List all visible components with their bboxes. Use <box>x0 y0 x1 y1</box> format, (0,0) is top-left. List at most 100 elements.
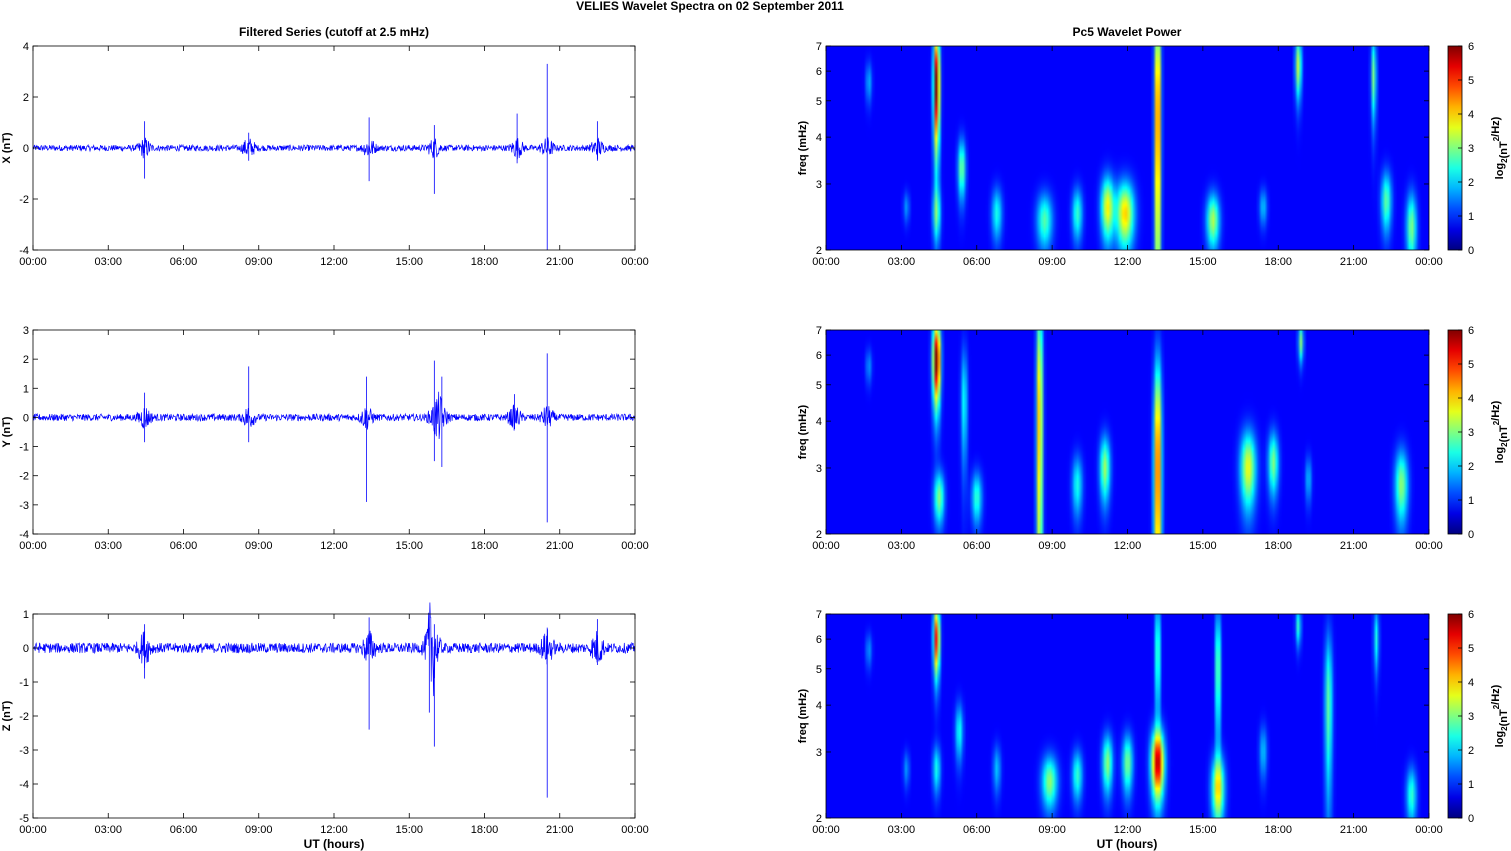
plot-area <box>33 330 635 534</box>
y-axis-label: freq (mHz) <box>797 688 809 743</box>
x-tick-label: 09:00 <box>1038 540 1066 552</box>
x-tick-label: 00:00 <box>812 256 840 268</box>
y-tick-label: -1 <box>19 677 29 689</box>
colorbar-label-part: 2 <box>1500 726 1509 731</box>
wavelet-power-heatmap <box>826 614 1429 818</box>
x-tick-label: 00:00 <box>19 256 47 268</box>
y-tick-label: 3 <box>23 325 29 337</box>
colorbar-tick-label: 1 <box>1468 211 1474 223</box>
colorbar-tick-label: 4 <box>1468 109 1474 121</box>
colorbar-label-part: log <box>1494 731 1506 748</box>
figure-title: VELIES Wavelet Spectra on 02 September 2… <box>576 0 844 13</box>
x-tick-label: 21:00 <box>546 540 574 552</box>
y-axis-label: freq (mHz) <box>797 120 809 175</box>
x-tick-label: 03:00 <box>888 256 916 268</box>
y-tick-label: 4 <box>816 416 822 428</box>
colorbar-tick-label: 6 <box>1468 41 1474 53</box>
x-tick-label: 09:00 <box>1038 256 1066 268</box>
x-tick-label: 15:00 <box>1189 256 1217 268</box>
y-tick-label: -4 <box>19 779 29 791</box>
y-tick-label: -1 <box>19 442 29 454</box>
x-tick-label: 12:00 <box>1114 256 1142 268</box>
colorbar-label: log2(nT2/Hz) <box>1490 116 1510 179</box>
x-tick-label: 15:00 <box>395 824 423 836</box>
x-tick-label: 06:00 <box>170 540 198 552</box>
colorbar-tick-label: 5 <box>1468 359 1474 371</box>
x-tick-label: 00:00 <box>621 540 649 552</box>
x-tick-label: 15:00 <box>1189 540 1217 552</box>
right-xlabel: UT (hours) <box>1097 837 1158 851</box>
x-tick-label: 00:00 <box>1415 540 1443 552</box>
x-tick-label: 00:00 <box>1415 256 1443 268</box>
colorbar-tick-label: 0 <box>1468 245 1474 257</box>
y-tick-label: -4 <box>19 529 29 541</box>
colorbar-label-part: log <box>1494 447 1506 464</box>
colorbar-tick-label: 1 <box>1468 495 1474 507</box>
y-tick-label: 1 <box>23 383 29 395</box>
x-tick-label: 00:00 <box>621 256 649 268</box>
spectrum-panel-3: 2 3 4 5 6 7 00:00 03:00 06:00 09:00 12:00 15:00 18:0… <box>797 609 1510 836</box>
left-xlabel: UT (hours) <box>304 837 365 851</box>
wavelet-power-heatmap <box>826 46 1429 250</box>
colorbar-label-part: 2 <box>1500 158 1509 163</box>
colorbar-tick-label: 4 <box>1468 393 1474 405</box>
series-line <box>32 391 636 440</box>
x-tick-label: 06:00 <box>170 256 198 268</box>
x-tick-label: 21:00 <box>1340 256 1368 268</box>
y-axis-label: X (nT) <box>1 132 13 163</box>
x-tick-label: 06:00 <box>963 540 991 552</box>
colorbar-label-part: /Hz) <box>1490 400 1502 421</box>
colorbar-label-part: 2 <box>1492 420 1501 425</box>
colorbar-tick-label: 6 <box>1468 609 1474 621</box>
x-tick-label: 00:00 <box>812 540 840 552</box>
y-tick-label: 7 <box>816 41 822 53</box>
y-tick-label: -3 <box>19 500 29 512</box>
y-tick-label: 3 <box>816 463 822 475</box>
y-tick-label: 4 <box>816 700 822 712</box>
x-tick-label: 00:00 <box>1415 824 1443 836</box>
x-tick-label: 21:00 <box>546 256 574 268</box>
y-tick-label: 2 <box>816 529 822 541</box>
left-column-title: Filtered Series (cutoff at 2.5 mHz) <box>239 25 429 39</box>
y-tick-label: 3 <box>816 179 822 191</box>
x-tick-label: 18:00 <box>471 540 499 552</box>
colorbar-tick-label: 2 <box>1468 177 1474 189</box>
x-tick-label: 18:00 <box>471 824 499 836</box>
x-tick-label: 21:00 <box>546 824 574 836</box>
x-tick-label: 15:00 <box>395 540 423 552</box>
y-tick-label: -3 <box>19 745 29 757</box>
colorbar-tick-label: 0 <box>1468 529 1474 541</box>
x-tick-label: 00:00 <box>19 540 47 552</box>
series-panel-y: -4 -3 -2 -1 0 1 2 3 00:00 03:00 06:00 09:00 12:00 15:… <box>1 325 649 552</box>
colorbar-tick-label: 3 <box>1468 711 1474 723</box>
y-tick-label: 0 <box>23 643 29 655</box>
y-tick-label: 2 <box>816 813 822 825</box>
y-tick-label: 5 <box>816 96 822 108</box>
series-panel-z: -5 -4 -3 -2 -1 0 1 00:00 03:00 06:00 09:00 12:00 15:… <box>1 602 649 836</box>
spectrum-panel-1: 2 3 4 5 6 7 00:00 03:00 06:00 09:00 12:00 15:00 18:0… <box>797 41 1510 268</box>
colorbar-tick-label: 2 <box>1468 745 1474 757</box>
x-tick-label: 06:00 <box>963 824 991 836</box>
x-tick-label: 18:00 <box>1264 824 1292 836</box>
y-tick-label: -2 <box>19 711 29 723</box>
x-tick-label: 12:00 <box>320 256 348 268</box>
y-tick-label: 0 <box>23 412 29 424</box>
y-axis-label: Y (nT) <box>1 416 13 447</box>
y-tick-label: 1 <box>23 609 29 621</box>
x-tick-label: 09:00 <box>245 540 273 552</box>
colorbar-tick-label: 1 <box>1468 779 1474 791</box>
x-tick-label: 15:00 <box>1189 824 1217 836</box>
y-tick-label: 6 <box>816 634 822 646</box>
y-tick-label: 7 <box>816 609 822 621</box>
y-tick-label: -4 <box>19 245 29 257</box>
colorbar-tick-label: 2 <box>1468 461 1474 473</box>
y-tick-label: -2 <box>19 194 29 206</box>
x-tick-label: 21:00 <box>1340 824 1368 836</box>
x-tick-label: 21:00 <box>1340 540 1368 552</box>
colorbar-label-part: log <box>1494 163 1506 180</box>
series-line <box>32 602 636 697</box>
colorbar-label: log2(nT2/Hz) <box>1490 684 1510 747</box>
right-column-title: Pc5 Wavelet Power <box>1073 25 1182 39</box>
y-tick-label: -5 <box>19 813 29 825</box>
x-tick-label: 12:00 <box>320 824 348 836</box>
